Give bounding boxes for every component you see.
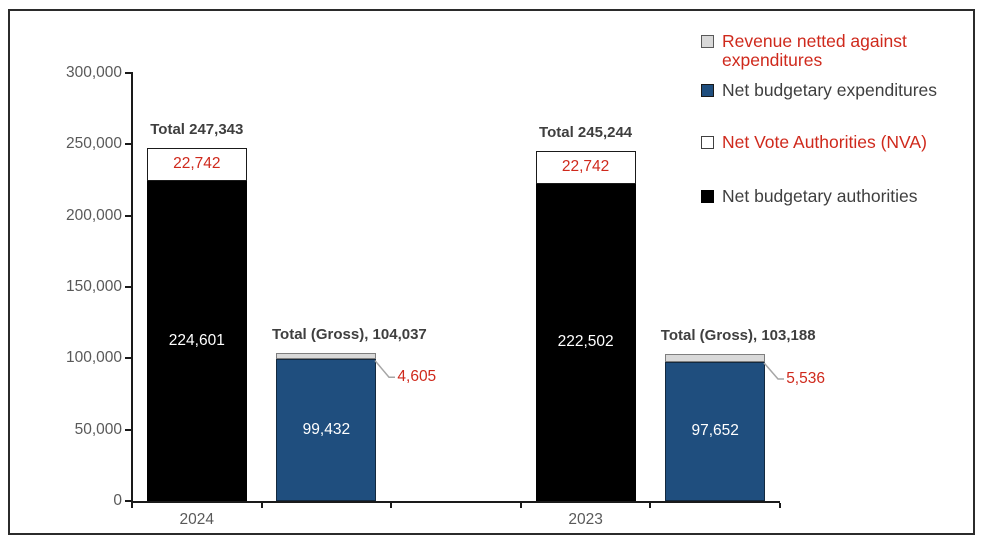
bar-value-label: 22,742 — [561, 158, 610, 176]
bar-value-label: 97,652 — [691, 422, 739, 440]
legend-item: Net Vote Authorities (NVA) — [701, 133, 967, 152]
bar-segment-net-vote-authorities-nva — [146, 148, 247, 181]
bar-value-label: 222,502 — [557, 333, 614, 351]
callout-value-label: 5,536 — [786, 369, 825, 387]
y-tick-label: 100,000 — [65, 349, 122, 367]
x-tick — [260, 503, 263, 508]
legend-label: Revenue netted against expenditures — [722, 31, 907, 70]
bar-segment-net-budgetary-authorities — [535, 183, 636, 501]
x-tick — [649, 503, 652, 508]
category-label-2024: 2024 — [179, 511, 215, 528]
stack-total-label: Total 245,244 — [539, 124, 633, 142]
callout-leader-line — [763, 362, 785, 380]
x-tick — [519, 503, 522, 508]
category-label-2023: 2023 — [568, 511, 603, 528]
y-axis-line — [131, 72, 133, 503]
y-tick-label: 50,000 — [74, 420, 122, 438]
legend-label: Net Vote Authorities (NVA) — [722, 132, 927, 152]
y-tick-label: 300,000 — [65, 64, 122, 81]
y-tick — [125, 72, 132, 74]
legend-item: Net budgetary expenditures — [701, 81, 967, 100]
chart-legend: Revenue netted against expenditures Net b… — [701, 0, 967, 240]
y-tick — [125, 214, 132, 217]
bar-value-label: 22,742 — [173, 155, 221, 173]
bar-segment-net-vote-authorities-nva — [535, 151, 636, 184]
bar-segment-net-budgetary-expenditures — [665, 361, 766, 501]
legend-item: Revenue netted against expenditures — [701, 32, 967, 70]
legend-square-swatch-icon — [701, 136, 714, 149]
y-tick — [125, 500, 132, 502]
y-tick-label: 250,000 — [65, 135, 122, 153]
stack-total-label: Total 247,343 — [150, 121, 244, 139]
legend-label: Net budgetary expenditures — [722, 80, 937, 100]
x-tick — [131, 503, 133, 508]
y-tick — [125, 143, 132, 146]
x-tick — [779, 503, 781, 508]
bar-segment-revenue-netted-against-expenditures — [276, 352, 377, 360]
y-tick — [125, 357, 132, 360]
y-tick-label: 200,000 — [65, 206, 122, 224]
y-tick-label: 0 — [113, 492, 122, 509]
stack-total-label: Total (Gross), 104,037 — [271, 325, 427, 343]
y-tick-label: 150,000 — [65, 278, 122, 295]
y-tick — [125, 286, 132, 288]
bar-value-label: 224,601 — [168, 331, 225, 349]
bar-segment-net-budgetary-expenditures — [276, 359, 377, 501]
x-tick — [390, 503, 393, 508]
legend-item: Net budgetary authorities — [701, 187, 967, 206]
legend-square-swatch-icon — [701, 35, 714, 48]
bar-segment-net-budgetary-authorities — [146, 180, 247, 501]
stack-total-label: Total (Gross), 103,188 — [660, 326, 816, 344]
legend-label: Net budgetary authorities — [722, 186, 918, 206]
bar-value-label: 99,432 — [302, 421, 351, 439]
callout-leader-line — [374, 359, 396, 378]
legend-square-swatch-icon — [701, 84, 714, 97]
x-axis-line — [131, 501, 780, 503]
bar-segment-revenue-netted-against-expenditures — [665, 353, 766, 362]
legend-square-swatch-icon — [701, 190, 714, 203]
y-tick — [125, 428, 132, 431]
callout-value-label: 4,605 — [397, 367, 437, 385]
